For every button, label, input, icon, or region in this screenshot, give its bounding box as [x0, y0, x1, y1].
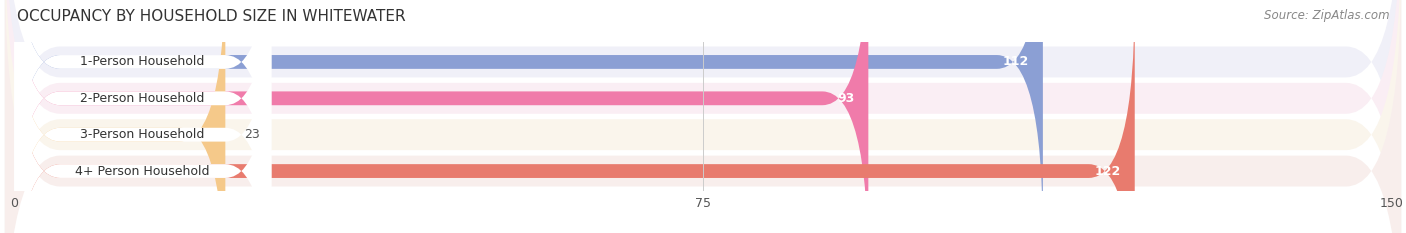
Text: 23: 23: [243, 128, 260, 141]
FancyBboxPatch shape: [14, 0, 271, 233]
FancyBboxPatch shape: [14, 0, 225, 233]
FancyBboxPatch shape: [4, 0, 1402, 233]
FancyBboxPatch shape: [4, 0, 1402, 233]
FancyBboxPatch shape: [4, 0, 1402, 233]
Text: 2-Person Household: 2-Person Household: [80, 92, 205, 105]
FancyBboxPatch shape: [14, 0, 271, 233]
Text: 122: 122: [1095, 164, 1121, 178]
FancyBboxPatch shape: [14, 0, 1135, 233]
FancyBboxPatch shape: [4, 0, 1402, 233]
Text: 3-Person Household: 3-Person Household: [80, 128, 205, 141]
FancyBboxPatch shape: [14, 0, 869, 233]
FancyBboxPatch shape: [14, 0, 1043, 233]
FancyBboxPatch shape: [14, 0, 271, 233]
Text: 112: 112: [1002, 55, 1029, 69]
Text: 93: 93: [838, 92, 855, 105]
Text: 1-Person Household: 1-Person Household: [80, 55, 205, 69]
Text: Source: ZipAtlas.com: Source: ZipAtlas.com: [1264, 9, 1389, 22]
FancyBboxPatch shape: [14, 0, 271, 233]
Text: OCCUPANCY BY HOUSEHOLD SIZE IN WHITEWATER: OCCUPANCY BY HOUSEHOLD SIZE IN WHITEWATE…: [17, 9, 405, 24]
Text: 4+ Person Household: 4+ Person Household: [76, 164, 209, 178]
